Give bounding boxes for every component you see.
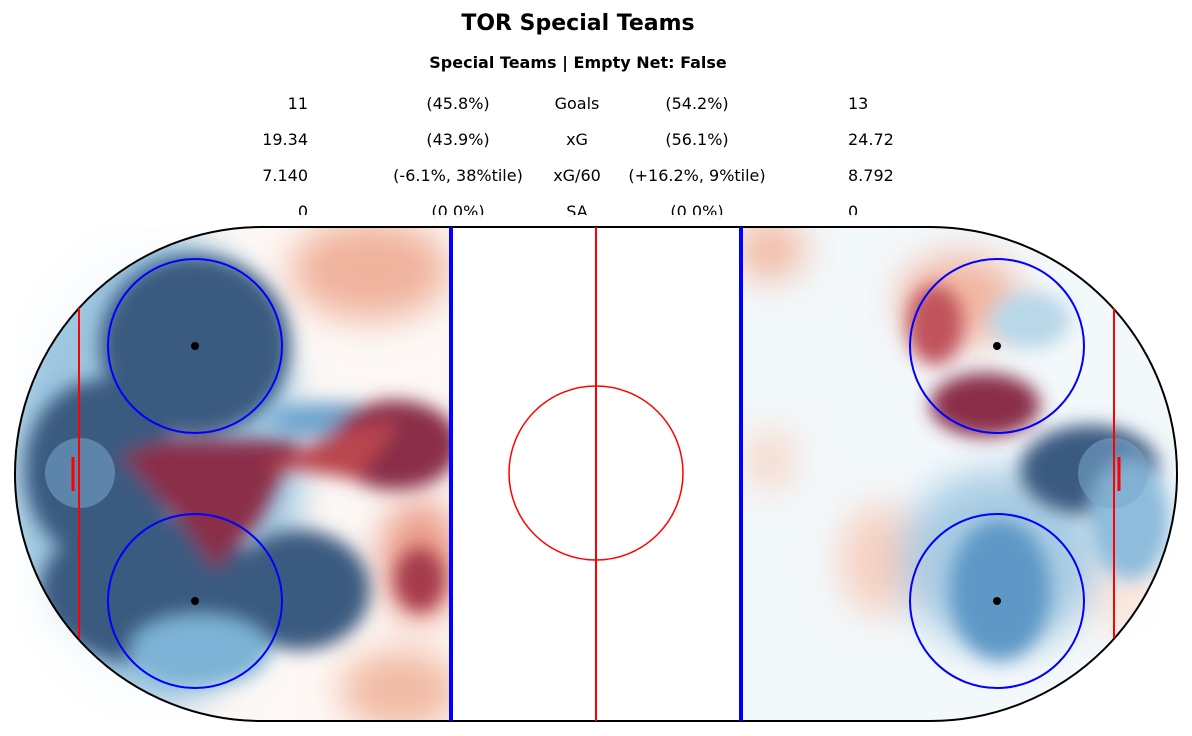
xg-label: xG bbox=[566, 130, 588, 149]
xg60-right-pct: (+16.2%, 9%tile) bbox=[628, 166, 766, 185]
left-top-faceoff-circle bbox=[107, 258, 283, 434]
left-bottom-faceoff-circle bbox=[107, 513, 283, 689]
xg-left-value: 19.34 bbox=[262, 130, 308, 149]
xg-left-pct: (43.9%) bbox=[426, 130, 490, 149]
goals-right-value: 13 bbox=[848, 94, 869, 113]
xg60-left-pct: (-6.1%, 38%tile) bbox=[393, 166, 523, 185]
goals-right-pct: (54.2%) bbox=[665, 94, 729, 113]
xg60-left-value: 7.140 bbox=[262, 166, 308, 185]
center-faceoff-circle bbox=[508, 385, 684, 561]
goals-left-value: 11 bbox=[287, 94, 308, 113]
chart-subtitle: Special Teams | Empty Net: False bbox=[429, 53, 727, 72]
faceoff-dot bbox=[191, 597, 199, 605]
faceoff-dot bbox=[993, 597, 1001, 605]
rink-outside-mask bbox=[0, 215, 1192, 736]
faceoff-dot bbox=[993, 342, 1001, 350]
sa-right-value: 0 bbox=[848, 202, 859, 221]
rink-boards bbox=[14, 226, 1178, 722]
xg-right-value: 24.72 bbox=[848, 130, 894, 149]
right-zone-heatmap bbox=[741, 227, 1178, 721]
xg60-label: xG/60 bbox=[553, 166, 601, 185]
xg60-right-value: 8.792 bbox=[848, 166, 894, 185]
left-zone-heatmap bbox=[15, 227, 451, 721]
chart-title: TOR Special Teams bbox=[461, 11, 695, 36]
goals-left-pct: (45.8%) bbox=[426, 94, 490, 113]
xg-right-pct: (56.1%) bbox=[665, 130, 729, 149]
sa-left-value: 0 bbox=[297, 202, 308, 221]
right-top-faceoff-circle bbox=[909, 258, 1085, 434]
faceoff-dot bbox=[191, 342, 199, 350]
right-bottom-faceoff-circle bbox=[909, 513, 1085, 689]
goals-label: Goals bbox=[554, 94, 600, 113]
